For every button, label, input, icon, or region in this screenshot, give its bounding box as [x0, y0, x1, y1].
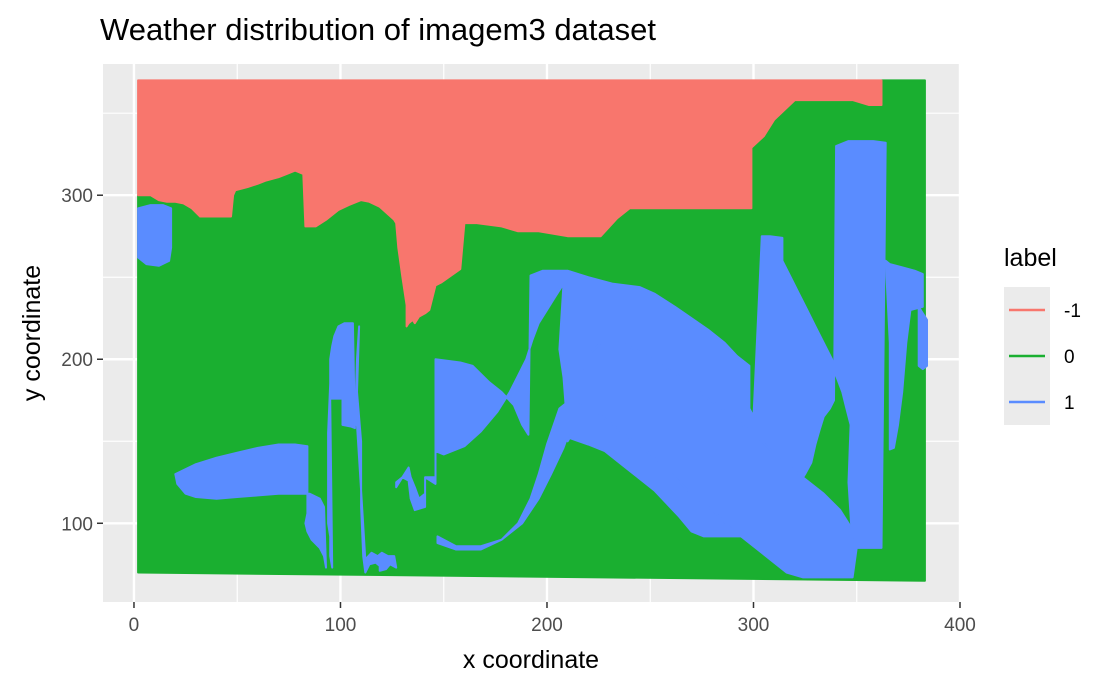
- legend-keys: -1 0 1: [1004, 287, 1081, 425]
- region-label-1: [327, 322, 356, 569]
- region-label-1: [884, 259, 924, 451]
- x-tick-label: 200: [531, 615, 563, 636]
- region-label-1: [436, 341, 858, 579]
- legend: label -1 0 1: [1004, 244, 1081, 425]
- region-label-1: [174, 443, 327, 569]
- x-tick-label: 0: [129, 615, 140, 636]
- x-tick-label: 400: [944, 615, 976, 636]
- legend-key-label: 0: [1064, 347, 1075, 368]
- region-label-1: [137, 204, 173, 267]
- x-axis-title: x coordinate: [463, 646, 599, 674]
- y-axis: 100 200 300: [61, 186, 103, 535]
- legend-key-label: -1: [1064, 301, 1081, 322]
- region-label-1: [353, 325, 398, 574]
- region-label-1: [917, 305, 928, 371]
- region-label--1: [137, 79, 883, 328]
- y-tick-label: 200: [61, 350, 93, 371]
- x-tick-label: 300: [738, 615, 770, 636]
- x-tick-label: 100: [325, 615, 357, 636]
- legend-key-label: 1: [1064, 393, 1075, 414]
- y-axis-title: y coordinate: [18, 265, 46, 401]
- data-layer: [137, 79, 928, 582]
- chart-title: Weather distribution of imagem3 dataset: [100, 12, 656, 47]
- x-axis: 0 100 200 300 400: [129, 602, 976, 636]
- legend-title: label: [1004, 244, 1057, 272]
- y-tick-label: 100: [61, 514, 93, 535]
- y-tick-label: 300: [61, 186, 93, 207]
